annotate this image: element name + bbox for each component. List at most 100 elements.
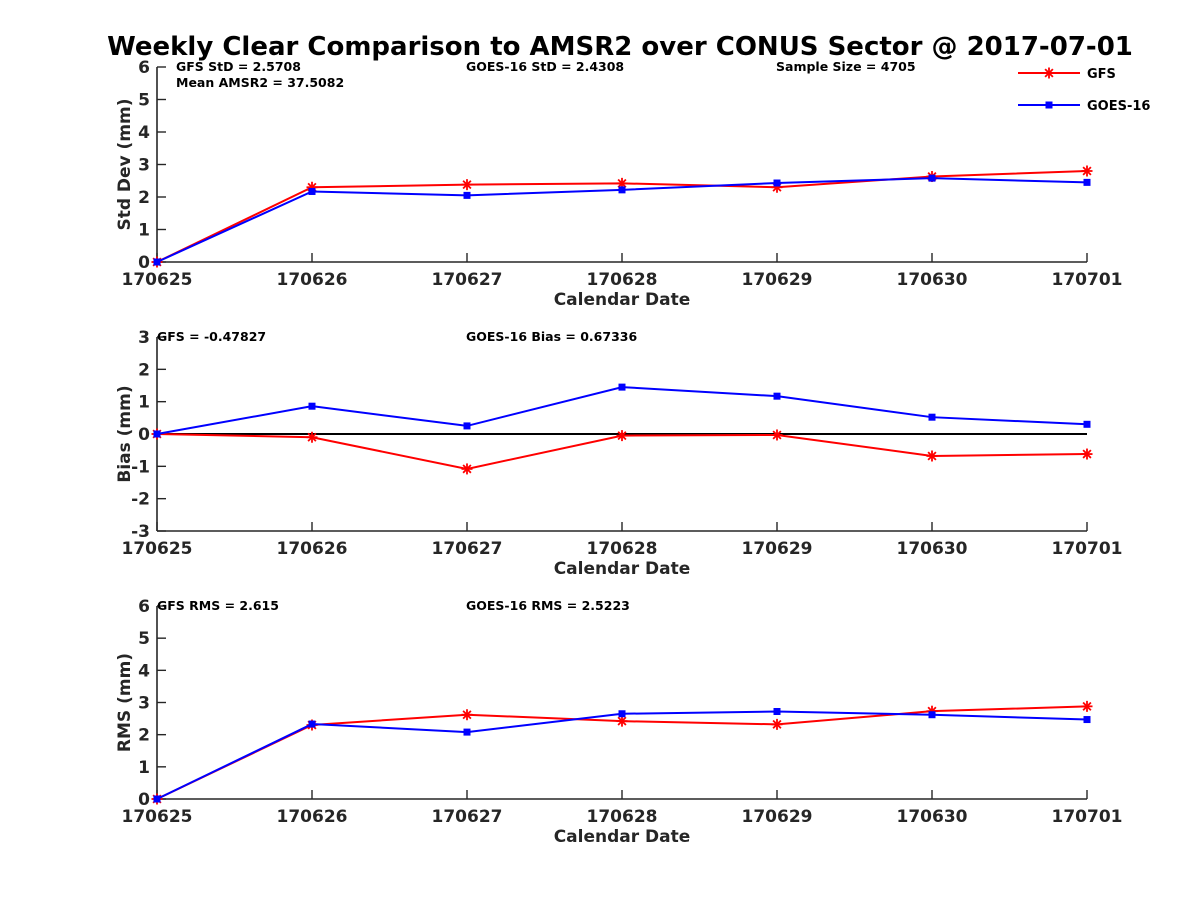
chart-title: Weekly Clear Comparison to AMSR2 over CO…	[107, 32, 1133, 62]
x-tick-label: 170625	[122, 807, 193, 827]
data-point-gfs	[461, 179, 473, 191]
data-point-gfs	[616, 430, 628, 442]
x-tick-label: 170628	[587, 807, 658, 827]
data-point-goes16	[618, 383, 626, 391]
y-tick-label: -3	[131, 522, 150, 542]
stat-annotation: GOES-16 Bias = 0.67336	[466, 329, 637, 344]
x-tick-label: 170630	[897, 539, 968, 559]
y-tick-label: 6	[138, 597, 150, 617]
y-tick-label: 3	[138, 694, 150, 714]
data-point-goes16	[1083, 716, 1091, 724]
x-tick-label: 170627	[432, 807, 503, 827]
x-tick-label: 170625	[122, 270, 193, 290]
data-point-goes16	[928, 413, 936, 421]
data-point-goes16	[773, 392, 781, 400]
x-tick-label: 170701	[1052, 270, 1123, 290]
x-tick-label: 170628	[587, 270, 658, 290]
y-tick-label: -2	[131, 490, 150, 510]
chart-panel-1: 0 1 2 3 4 5 6 170625 170626 170627 170628 170629 170…	[115, 58, 1122, 310]
y-tick-label: 2	[138, 188, 150, 208]
data-point-goes16	[463, 422, 471, 430]
x-tick-label: 170629	[742, 270, 813, 290]
stat-annotation: GFS = -0.47827	[157, 329, 266, 344]
data-point-goes16	[928, 711, 936, 719]
stat-annotation: GOES-16 StD = 2.4308	[466, 59, 624, 74]
x-tick-label: 170625	[122, 539, 193, 559]
stat-annotation: GOES-16 RMS = 2.5223	[466, 598, 630, 613]
data-point-goes16	[463, 728, 471, 736]
data-point-goes16	[773, 708, 781, 716]
y-tick-label: 1	[138, 393, 150, 413]
stat-annotation: GFS StD = 2.5708	[176, 59, 301, 74]
data-point-gfs	[1081, 700, 1093, 712]
chart-panel-3: 0 1 2 3 4 5 6 170625 170626 170627 170628 170629 170…	[115, 597, 1122, 847]
y-axis-label: RMS (mm)	[115, 653, 135, 752]
y-tick-label: 0	[138, 253, 150, 273]
legend-gfs-marker	[1043, 67, 1055, 79]
data-point-goes16	[308, 720, 316, 728]
stat-annotation: Mean AMSR2 = 37.5082	[176, 75, 344, 90]
x-tick-label: 170626	[277, 807, 348, 827]
stat-annotation: GFS RMS = 2.615	[157, 598, 279, 613]
x-tick-label: 170627	[432, 270, 503, 290]
data-point-gfs	[461, 709, 473, 721]
x-tick-label: 170628	[587, 539, 658, 559]
y-tick-label: 3	[138, 328, 150, 348]
legend: GFS GOES-16	[1018, 67, 1150, 114]
y-tick-label: -1	[131, 457, 150, 477]
y-tick-label: 2	[138, 726, 150, 746]
data-point-goes16	[1083, 420, 1091, 428]
series-line-goes16	[156, 386, 1088, 435]
legend-goes16-marker	[1045, 101, 1053, 109]
data-point-gfs	[461, 463, 473, 475]
y-axis-label: Bias (mm)	[115, 385, 135, 482]
legend-gfs-label: GFS	[1087, 67, 1116, 82]
x-tick-label: 170627	[432, 539, 503, 559]
data-point-goes16	[308, 187, 316, 195]
data-point-gfs	[926, 450, 938, 462]
x-tick-label: 170630	[897, 807, 968, 827]
x-tick-label: 170629	[742, 539, 813, 559]
y-tick-label: 1	[138, 221, 150, 241]
legend-marker-shape	[1043, 67, 1055, 79]
y-tick-label: 0	[138, 790, 150, 810]
y-tick-label: 5	[138, 91, 150, 111]
x-axis-label: Calendar Date	[554, 559, 691, 579]
y-tick-label: 4	[138, 661, 150, 681]
data-point-gfs	[1081, 448, 1093, 460]
y-axis-label: Std Dev (mm)	[115, 98, 135, 230]
y-tick-label: 6	[138, 58, 150, 78]
data-point-gfs	[1081, 165, 1093, 177]
data-point-goes16	[153, 430, 161, 438]
y-tick-label: 3	[138, 156, 150, 176]
data-point-gfs	[616, 715, 628, 727]
x-tick-label: 170701	[1052, 807, 1123, 827]
stat-annotation: Sample Size = 4705	[776, 59, 916, 74]
data-point-goes16	[928, 174, 936, 182]
data-point-goes16	[618, 710, 626, 718]
x-tick-label: 170701	[1052, 539, 1123, 559]
y-tick-label: 4	[138, 123, 150, 143]
x-axis-label: Calendar Date	[554, 827, 691, 847]
x-tick-label: 170626	[277, 270, 348, 290]
data-point-gfs	[771, 718, 783, 730]
data-point-goes16	[153, 258, 161, 266]
data-point-gfs	[306, 431, 318, 443]
data-point-goes16	[1083, 178, 1091, 186]
data-point-goes16	[308, 402, 316, 410]
y-tick-label: 5	[138, 629, 150, 649]
data-point-goes16	[618, 186, 626, 194]
x-tick-label: 170626	[277, 539, 348, 559]
data-point-goes16	[153, 795, 161, 803]
y-tick-label: 1	[138, 758, 150, 778]
x-tick-label: 170629	[742, 807, 813, 827]
data-point-gfs	[771, 429, 783, 441]
data-point-goes16	[773, 179, 781, 187]
x-axis-label: Calendar Date	[554, 290, 691, 310]
legend-marker-shape	[1045, 101, 1053, 109]
y-tick-label: 2	[138, 360, 150, 380]
x-tick-label: 170630	[897, 270, 968, 290]
y-tick-label: 0	[138, 425, 150, 445]
chart-panel-2: -3 -2 -1 0 1 2 3 170625 170626 170627 170628 170629…	[115, 328, 1122, 579]
